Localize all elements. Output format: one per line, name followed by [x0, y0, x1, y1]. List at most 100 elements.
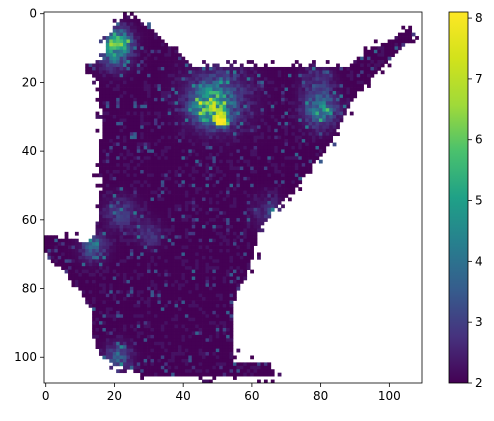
- heatmap-cell: [157, 214, 162, 219]
- heatmap-cell: [143, 56, 148, 61]
- heatmap-cell: [150, 321, 155, 325]
- heatmap-cell: [219, 132, 224, 137]
- heatmap-cell: [160, 156, 165, 161]
- heatmap-cell: [147, 25, 151, 30]
- heatmap-cell: [215, 145, 220, 150]
- heatmap-cell: [140, 121, 145, 126]
- heatmap-cell: [318, 118, 323, 123]
- heatmap-cell: [147, 156, 151, 161]
- heatmap-cell: [195, 218, 199, 222]
- heatmap-cell: [102, 115, 107, 119]
- heatmap-cell: [281, 139, 285, 143]
- heatmap-cell: [123, 317, 127, 322]
- heatmap-cell: [184, 194, 189, 198]
- heatmap-cell: [160, 183, 165, 188]
- heatmap-cell: [191, 249, 196, 253]
- heatmap-cell: [291, 187, 296, 191]
- heatmap-cell: [308, 84, 313, 88]
- heatmap-cell: [105, 324, 110, 329]
- heatmap-cell: [105, 77, 110, 82]
- heatmap-cell: [246, 238, 251, 243]
- heatmap-cell: [126, 142, 131, 147]
- heatmap-cell: [274, 94, 279, 99]
- heatmap-cell: [157, 132, 162, 137]
- heatmap-cell: [205, 218, 210, 222]
- heatmap-cell: [205, 307, 210, 312]
- heatmap-cell: [184, 317, 189, 322]
- heatmap-cell: [250, 173, 254, 178]
- heatmap-cell: [267, 84, 272, 88]
- heatmap-cell: [116, 135, 120, 140]
- heatmap-cell: [85, 266, 90, 270]
- heatmap-cell: [246, 125, 251, 130]
- heatmap-cell: [246, 231, 251, 236]
- heatmap-cell: [205, 149, 210, 154]
- heatmap-cell: [212, 279, 217, 284]
- heatmap-cell: [274, 176, 279, 181]
- heatmap-cell: [298, 166, 303, 171]
- heatmap-cell: [129, 163, 134, 167]
- heatmap-cell: [250, 128, 254, 133]
- heatmap-cell: [215, 269, 220, 274]
- heatmap-cell: [160, 218, 165, 222]
- heatmap-cell: [191, 300, 196, 305]
- heatmap-cell: [257, 159, 261, 164]
- heatmap-cell: [191, 121, 196, 126]
- heatmap-cell: [287, 152, 292, 157]
- heatmap-cell: [153, 142, 158, 147]
- heatmap-cell: [325, 135, 330, 140]
- heatmap-cell: [174, 231, 179, 236]
- heatmap-cell: [342, 111, 347, 116]
- heatmap-cell: [119, 204, 124, 209]
- heatmap-cell: [109, 300, 114, 305]
- heatmap-cell: [198, 180, 203, 185]
- heatmap-cell: [160, 331, 165, 336]
- heatmap-cell: [301, 73, 306, 78]
- heatmap-cell: [329, 84, 334, 88]
- heatmap-cell: [184, 259, 189, 264]
- heatmap-cell: [184, 190, 189, 195]
- heatmap-cell: [164, 314, 169, 319]
- heatmap-cell: [171, 80, 175, 85]
- heatmap-cell: [401, 25, 406, 30]
- heatmap-cell: [112, 149, 117, 154]
- heatmap-cell: [367, 70, 371, 75]
- heatmap-cell: [147, 166, 151, 171]
- heatmap-cell: [181, 269, 186, 274]
- heatmap-cell: [318, 115, 323, 119]
- heatmap-cell: [98, 249, 103, 253]
- heatmap-cell: [112, 283, 117, 288]
- heatmap-cell: [236, 276, 241, 281]
- heatmap-cell: [147, 56, 151, 61]
- heatmap-cell: [184, 125, 189, 130]
- heatmap-cell: [208, 166, 213, 171]
- heatmap-cell: [140, 221, 145, 226]
- heatmap-cell: [143, 218, 148, 222]
- heatmap-cell: [205, 173, 210, 178]
- heatmap-cell: [270, 170, 275, 174]
- heatmap-cell: [219, 149, 224, 154]
- heatmap-cell: [109, 132, 114, 137]
- heatmap-cell: [263, 159, 268, 164]
- heatmap-cell: [184, 207, 189, 212]
- heatmap-cell: [136, 214, 141, 219]
- heatmap-cell: [267, 152, 272, 157]
- heatmap-cell: [92, 249, 96, 253]
- heatmap-cell: [119, 276, 124, 281]
- heatmap-cell: [205, 132, 210, 137]
- heatmap-cell: [305, 111, 309, 116]
- heatmap-cell: [167, 63, 172, 68]
- heatmap-cell: [133, 63, 138, 68]
- heatmap-cell: [95, 293, 100, 298]
- heatmap-cell: [284, 66, 289, 71]
- heatmap-cell: [129, 228, 134, 233]
- heatmap-cell: [191, 269, 196, 274]
- heatmap-cell: [153, 125, 158, 130]
- heatmap-cell: [136, 211, 141, 216]
- heatmap-cell: [246, 139, 251, 143]
- heatmap-cell: [208, 125, 213, 130]
- heatmap-cell: [109, 36, 114, 40]
- heatmap-cell: [153, 245, 158, 250]
- heatmap-cell: [257, 149, 261, 154]
- heatmap-cell: [105, 207, 110, 212]
